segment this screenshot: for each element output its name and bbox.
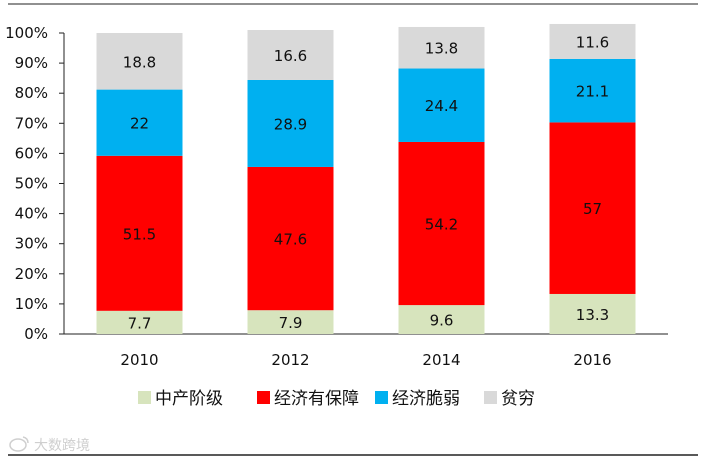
data-label: 21.1 (576, 83, 609, 101)
x-tick-label: 2012 (271, 351, 309, 369)
y-tick-label: 100% (5, 24, 48, 42)
watermark-text: 大数跨境 (34, 438, 90, 454)
y-tick-label: 60% (15, 144, 48, 162)
bar-segment (398, 68, 485, 142)
bar-segment (96, 310, 183, 334)
data-label: 57 (583, 200, 602, 218)
bars (96, 23, 636, 334)
legend: 中产阶级 经济有保障 经济脆弱 贫穷 (138, 389, 535, 409)
y-tick-label: 80% (15, 84, 48, 102)
bar-segment (96, 89, 183, 156)
y-tick-label: 70% (15, 114, 48, 132)
bar-segment (96, 155, 183, 311)
bar-segment (549, 122, 636, 294)
data-label: 16.6 (274, 47, 307, 65)
x-axis: 2010 2012 2014 2016 (64, 333, 668, 369)
data-label: 18.8 (123, 53, 156, 71)
legend-label: 贫穷 (501, 389, 535, 409)
legend-label: 经济有保障 (274, 389, 359, 409)
data-label: 28.9 (274, 115, 307, 133)
legend-label: 中产阶级 (155, 389, 223, 409)
y-tick-label: 30% (15, 235, 48, 253)
legend-swatch (484, 391, 497, 404)
bar-segment (96, 33, 183, 90)
data-label: 11.6 (576, 33, 609, 51)
x-tick-label: 2010 (120, 351, 158, 369)
bar-segment (549, 58, 636, 123)
bar-segment (247, 29, 334, 80)
bar-segment (398, 141, 485, 306)
x-tick-label: 2016 (573, 351, 611, 369)
bar-segment (398, 26, 485, 69)
y-tick-label: 0% (24, 325, 48, 343)
bar-segment (247, 79, 334, 167)
data-label: 9.6 (430, 312, 454, 330)
data-label: 51.5 (123, 225, 156, 243)
y-tick-label: 10% (15, 295, 48, 313)
bar-segment (398, 305, 485, 334)
y-tick-label: 40% (15, 205, 48, 223)
bar-segment (247, 166, 334, 311)
bar-segment (247, 310, 334, 334)
weibo-icon (9, 436, 29, 452)
data-label: 24.4 (425, 97, 458, 115)
y-axis: 0% 10% 20% 30% 40% 50% 60% 70% 80% 90% 100% (5, 24, 65, 343)
bar-segment (549, 293, 636, 334)
data-label: 7.9 (279, 314, 303, 332)
data-label: 22 (130, 115, 149, 133)
legend-swatch (257, 391, 270, 404)
data-label: 13.3 (576, 306, 609, 324)
watermark: 大数跨境 (9, 436, 90, 454)
y-tick-label: 50% (15, 175, 48, 193)
y-tick-label: 90% (15, 54, 48, 72)
legend-swatch (138, 391, 151, 404)
data-label: 47.6 (274, 231, 307, 249)
data-label: 54.2 (425, 216, 458, 234)
bar-segment (549, 23, 636, 59)
legend-label: 经济脆弱 (392, 389, 460, 409)
data-label: 13.8 (425, 40, 458, 58)
y-tick-label: 20% (15, 265, 48, 283)
x-tick-label: 2014 (422, 351, 460, 369)
data-labels: 7.7 51.5 22 18.8 7.9 47.6 28.9 16.6 9.6 54.2 24.4 1… (123, 33, 609, 332)
data-label: 7.7 (128, 314, 152, 332)
legend-swatch (375, 391, 388, 404)
